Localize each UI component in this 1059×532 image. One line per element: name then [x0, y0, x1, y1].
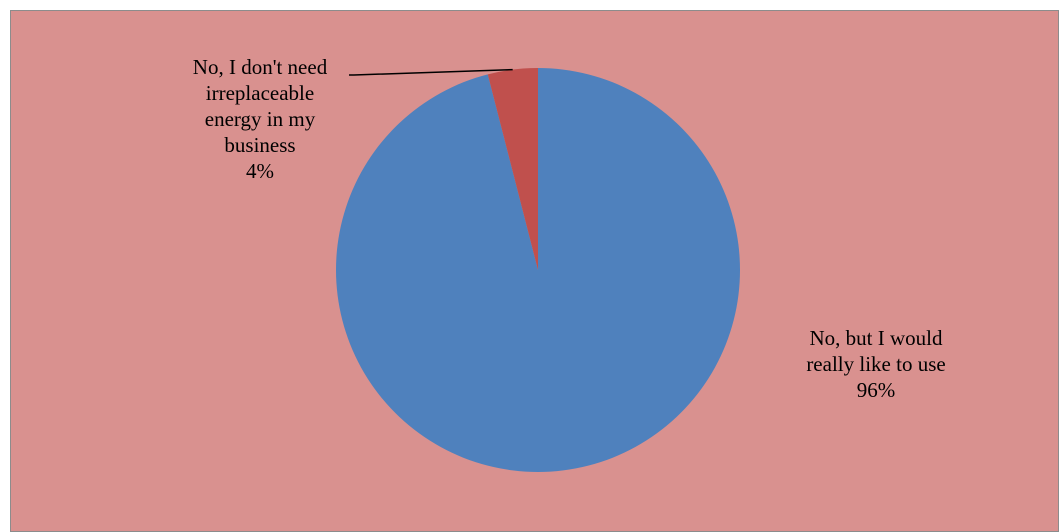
- slice-label-line: irreplaceable: [205, 81, 315, 105]
- slice-percent-label: 4%: [246, 159, 274, 183]
- pie-slice-1: [487, 68, 538, 270]
- slice-label-line: energy in my: [204, 107, 316, 131]
- slice-label-line: really like to use: [806, 352, 946, 376]
- slice-label-line: No, I don't need: [192, 55, 328, 79]
- slice-percent-label: 96%: [856, 378, 896, 402]
- leader-line: [349, 68, 513, 76]
- slice-label-would-like: No, but I would really like to use 96%: [765, 325, 987, 403]
- slice-label-line: No, but I would: [809, 326, 943, 350]
- slice-label-line: business: [224, 133, 296, 157]
- slice-label-no-need: No, I don't need irreplaceable energy in…: [140, 54, 380, 184]
